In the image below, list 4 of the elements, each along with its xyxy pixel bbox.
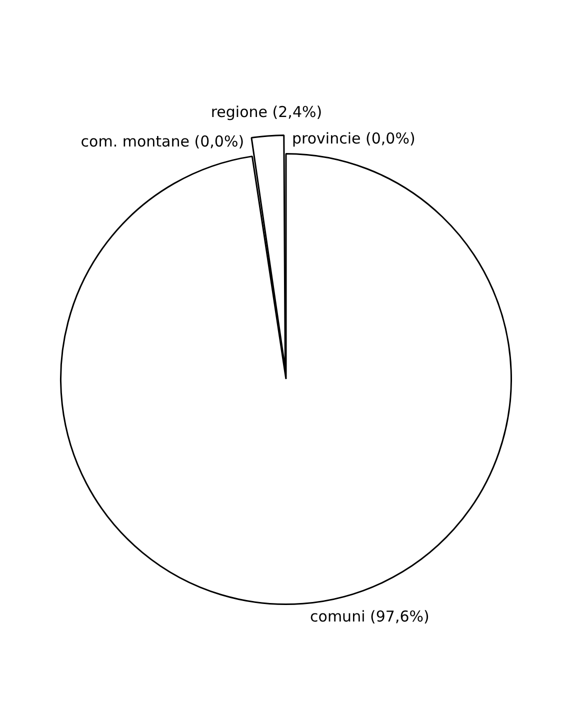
slice-label: comuni (97,6%) [310, 607, 430, 626]
category-label: com. montane (0,0%) [80, 132, 244, 150]
category-label: provincie (0,0%) [292, 130, 416, 148]
slice-label: regione (2,4%) [210, 102, 322, 121]
